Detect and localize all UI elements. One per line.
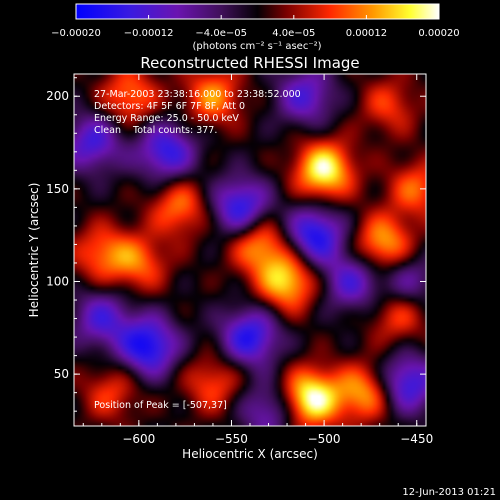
colorbar-ticks: −0.00020 −0.00012 −4.0e−05 4.0e−05 0.00012 0.… <box>51 15 460 39</box>
x-tick-label: −500 <box>308 432 341 446</box>
y-tick-label: 150 <box>46 182 69 196</box>
colorbar-tick-label: −0.00020 <box>51 28 101 39</box>
y-tick-label: 200 <box>46 89 69 103</box>
y-tick-label: 50 <box>54 367 69 381</box>
annotations: 27-Mar-2003 23:38:16.000 to 23:38:52.000… <box>94 89 301 411</box>
x-axis: −600 −550 −500 −450 <box>82 74 433 446</box>
colorbar-gradient <box>75 3 440 20</box>
y-axis-label: Heliocentric Y (arcsec) <box>27 183 41 318</box>
colorbar-unit-label: (photons cm⁻² s⁻¹ asec⁻²) <box>192 41 321 52</box>
annotation-time: 27-Mar-2003 23:38:16.000 to 23:38:52.000 <box>94 89 301 100</box>
chart-title: Reconstructed RHESSI Image <box>140 54 359 72</box>
colorbar-tick-label: −4.0e−05 <box>195 28 247 39</box>
annotation-energy: Energy Range: 25.0 - 50.0 keV <box>94 113 239 124</box>
x-tick-label: −550 <box>215 432 248 446</box>
y-tick-label: 100 <box>46 274 69 288</box>
peak-position-label: Position of Peak = [-507,37] <box>94 400 227 411</box>
colorbar: −0.00020 −0.00012 −4.0e−05 4.0e−05 0.00012 0.… <box>51 3 460 52</box>
heatmap-image <box>74 74 426 426</box>
annotation-detectors: Detectors: 4F 5F 6F 7F 8F, Att 0 <box>94 101 245 112</box>
colorbar-tick-label: 0.00012 <box>346 28 387 39</box>
y-axis: 50 100 150 200 <box>46 77 426 412</box>
x-tick-label: −450 <box>400 432 433 446</box>
x-axis-label: Heliocentric X (arcsec) <box>182 447 318 461</box>
footer-timestamp: 12-Jun-2013 01:21 <box>402 487 496 498</box>
colorbar-tick-label: 4.0e−05 <box>272 28 315 39</box>
annotation-clean: Clean Total counts: 377. <box>94 125 217 136</box>
colorbar-tick-label: −0.00012 <box>124 28 174 39</box>
colorbar-tick-label: 0.00020 <box>418 28 459 39</box>
x-tick-label: −600 <box>122 432 155 446</box>
